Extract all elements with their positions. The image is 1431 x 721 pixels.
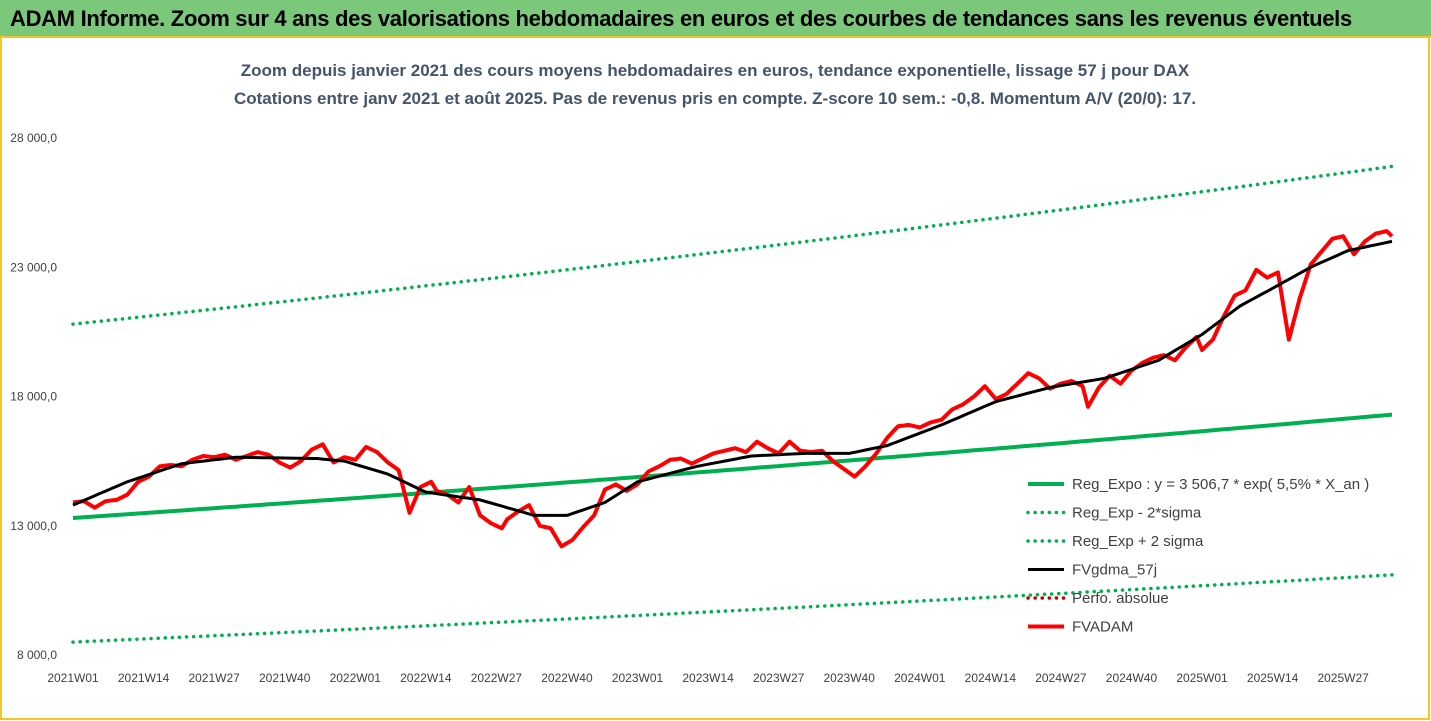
y-axis: 8 000,0 13 000,0 18 000,0 23 000,0 28 000,0 (10, 131, 57, 662)
y-tick-label: 18 000,0 (10, 390, 57, 404)
legend-label-perfo: Perfo. absolue (1072, 590, 1169, 607)
legend: Reg_Expo : y = 3 506,7 * exp( 5,5% * X_a… (1026, 476, 1369, 636)
x-tick-label: 2021W40 (259, 671, 311, 685)
legend-item-fvadam: FVADAM (1028, 619, 1133, 636)
chart-title: Zoom depuis janvier 2021 des cours moyen… (241, 61, 1190, 80)
y-tick-label: 13 000,0 (10, 519, 57, 533)
legend-item-fvgdma: FVgdma_57j (1028, 562, 1157, 579)
y-tick-label: 28 000,0 (10, 131, 57, 145)
chart-frame (0, 38, 1430, 720)
series-line-fvgdma (72, 239, 1393, 517)
chart-subtitle: Cotations entre janv 2021 et août 2025. … (234, 89, 1196, 108)
y-tick-label: 8 000,0 (17, 648, 57, 662)
x-tick-label: 2023W01 (612, 671, 664, 685)
x-tick-label: 2021W01 (47, 671, 99, 685)
legend-item-perfo: Perfo. absolue (1026, 590, 1169, 607)
x-tick-label: 2025W27 (1317, 671, 1369, 685)
x-tick-label: 2021W27 (188, 671, 240, 685)
x-tick-label: 2022W27 (471, 671, 523, 685)
x-tick-label: 2024W14 (965, 671, 1017, 685)
x-tick-label: 2023W14 (682, 671, 734, 685)
report-title: ADAM Informe. Zoom sur 4 ans des valoris… (10, 6, 1352, 31)
legend-label-plus2: Reg_Exp + 2 sigma (1072, 533, 1204, 550)
legend-label-fvadam: FVADAM (1072, 619, 1133, 636)
x-tick-label: 2024W40 (1106, 671, 1158, 685)
plot-area (71, 164, 1394, 644)
legend-label-fvgdma: FVgdma_57j (1072, 562, 1157, 579)
y-tick-label: 23 000,0 (10, 260, 57, 274)
x-tick-label: 2022W40 (541, 671, 593, 685)
x-tick-label: 2023W40 (824, 671, 876, 685)
x-axis: 2021W01 2021W14 2021W27 2021W40 2022W01 2022W… (47, 671, 1369, 685)
x-tick-label: 2021W14 (118, 671, 170, 685)
legend-item-minus2: Reg_Exp - 2*sigma (1026, 505, 1202, 522)
series-line-reg_expo (72, 412, 1393, 520)
x-tick-label: 2024W27 (1035, 671, 1087, 685)
x-tick-label: 2025W01 (1176, 671, 1228, 685)
series-line-minus2 (71, 573, 1394, 644)
x-tick-label: 2025W14 (1247, 671, 1299, 685)
legend-item-plus2: Reg_Exp + 2 sigma (1026, 533, 1204, 550)
legend-item-reg_expo: Reg_Expo : y = 3 506,7 * exp( 5,5% * X_a… (1028, 476, 1369, 493)
report-banner: ADAM Informe. Zoom sur 4 ans des valoris… (0, 0, 1431, 38)
x-tick-label: 2022W01 (330, 671, 382, 685)
series-line-plus2 (71, 164, 1394, 326)
x-tick-label: 2024W01 (894, 671, 946, 685)
legend-label-minus2: Reg_Exp - 2*sigma (1072, 505, 1202, 522)
x-tick-label: 2022W14 (400, 671, 452, 685)
x-tick-label: 2023W27 (753, 671, 805, 685)
series-line-fvadam (72, 229, 1394, 549)
legend-label-reg_expo: Reg_Expo : y = 3 506,7 * exp( 5,5% * X_a… (1072, 476, 1369, 493)
